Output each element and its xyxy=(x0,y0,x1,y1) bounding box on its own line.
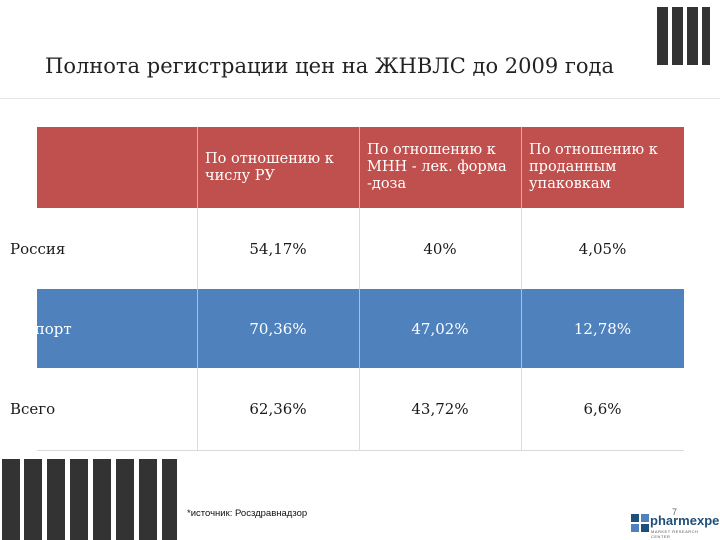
table-cell: 70,36% xyxy=(249,319,307,338)
decorative-bars-icon xyxy=(0,459,178,540)
decorative-bars-icon xyxy=(657,7,710,65)
column-divider xyxy=(197,368,198,450)
pharmexpert-logo-icon xyxy=(631,514,649,532)
logo-tagline: MARKET RESEARCH CENTER xyxy=(651,529,699,539)
row-label: Импорт xyxy=(10,319,72,338)
column-divider xyxy=(359,289,360,368)
column-divider xyxy=(521,368,522,450)
row-label: Всего xyxy=(10,400,56,418)
column-divider xyxy=(197,127,198,208)
column-divider xyxy=(197,208,198,289)
column-divider xyxy=(521,208,522,289)
table-cell: 4,05% xyxy=(578,239,627,258)
slide-title: Полнота регистрации цен на ЖНВЛС до 2009… xyxy=(45,54,614,78)
header-cell-packages: По отношению к проданным упаковкам xyxy=(529,142,658,192)
column-divider xyxy=(521,127,522,208)
table-cell: 62,36% xyxy=(249,400,307,418)
title-divider xyxy=(0,98,720,99)
table-cell: 47,02% xyxy=(411,319,469,338)
source-note: *источник: Росздравнадзор xyxy=(187,508,308,519)
table-header-row: По отношению к числу РУ По отношению к М… xyxy=(37,127,684,208)
page-number: 7 xyxy=(672,507,678,517)
column-divider xyxy=(359,127,360,208)
table-cell: 12,78% xyxy=(573,319,632,338)
column-divider xyxy=(197,289,198,368)
column-divider xyxy=(521,289,522,368)
table-cell: 54,17% xyxy=(249,239,307,258)
table-cell: 6,6% xyxy=(583,400,622,418)
data-table: По отношению к числу РУ По отношению к М… xyxy=(10,127,684,451)
table-row-import: Импорт 70,36% 47,02% 12,78% xyxy=(10,289,684,368)
header-cell-empty xyxy=(37,127,197,208)
table-cell: 40% xyxy=(423,239,457,258)
header-cell-mnn: По отношению к МНН - лек. форма -доза xyxy=(367,142,507,192)
row-label: Россия xyxy=(10,239,66,258)
table-cell: 43,72% xyxy=(411,400,469,418)
table-row-russia: Россия 54,17% 40% 4,05% xyxy=(10,208,684,289)
column-divider xyxy=(359,208,360,289)
header-cell-ru: По отношению к числу РУ xyxy=(205,150,334,184)
logo-wordmark: pharmexpert xyxy=(650,513,720,528)
table-row-total: Всего 62,36% 43,72% 6,6% xyxy=(10,368,684,450)
column-divider xyxy=(359,368,360,450)
table-bottom-rule xyxy=(37,450,684,451)
pharmexpert-logo: pharmexpert MARKET RESEARCH CENTER xyxy=(631,512,720,539)
